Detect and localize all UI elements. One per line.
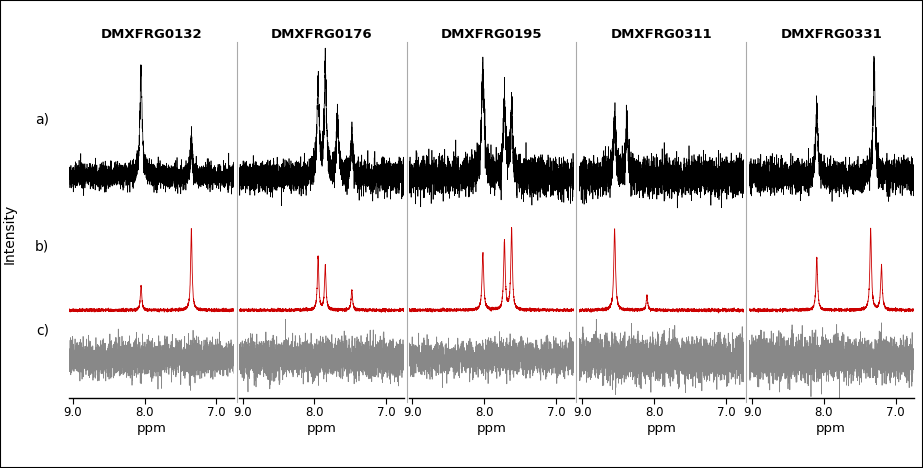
- Text: c): c): [36, 324, 50, 338]
- X-axis label: ppm: ppm: [306, 422, 337, 435]
- Title: DMXFRG0132: DMXFRG0132: [101, 28, 203, 41]
- X-axis label: ppm: ppm: [476, 422, 507, 435]
- Title: DMXFRG0195: DMXFRG0195: [441, 28, 542, 41]
- Text: a): a): [35, 112, 50, 126]
- Title: DMXFRG0311: DMXFRG0311: [610, 28, 713, 41]
- Title: DMXFRG0176: DMXFRG0176: [270, 28, 373, 41]
- Title: DMXFRG0331: DMXFRG0331: [780, 28, 882, 41]
- X-axis label: ppm: ppm: [137, 422, 167, 435]
- Text: b): b): [35, 240, 50, 254]
- Text: Intensity: Intensity: [2, 204, 17, 264]
- X-axis label: ppm: ppm: [816, 422, 846, 435]
- X-axis label: ppm: ppm: [646, 422, 677, 435]
